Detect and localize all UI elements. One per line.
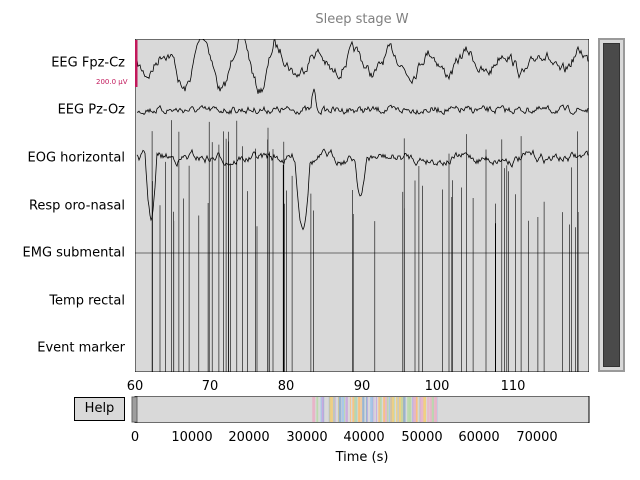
annotation-marker: [361, 397, 363, 422]
annotation-marker: [365, 397, 368, 422]
annotation-marker: [362, 397, 365, 422]
annotation-marker: [352, 397, 355, 422]
annotation-marker: [399, 397, 402, 422]
annotation-marker: [370, 397, 373, 422]
plot-background: [135, 39, 589, 372]
overview-tick-label: 40000: [343, 430, 385, 445]
overview-tick-label: 70000: [516, 430, 558, 445]
annotation-marker: [396, 397, 398, 422]
x-tick-label: 80: [277, 379, 295, 394]
x-tick-label: 60: [126, 379, 144, 394]
annotation-marker: [356, 397, 358, 422]
annotation-marker: [367, 397, 368, 422]
channel-label-emg-submental[interactable]: EMG submental: [22, 245, 125, 261]
annotation-marker: [415, 397, 418, 422]
annotation-marker: [427, 397, 429, 422]
channel-label-eeg-fpz-cz[interactable]: EEG Fpz-Cz: [51, 55, 125, 71]
annotation-marker: [338, 397, 342, 422]
annotation-marker: [342, 397, 345, 422]
plot-title: Sleep stage W: [315, 12, 409, 27]
channel-label-eeg-pz-oz[interactable]: EEG Pz-Oz: [57, 102, 125, 118]
overview-tick-label: 0: [130, 430, 140, 445]
annotation-marker: [413, 397, 416, 422]
annotation-marker: [320, 397, 322, 422]
channel-label-temp-rectal[interactable]: Temp rectal: [49, 293, 125, 309]
annotation-marker: [407, 397, 410, 422]
annotation-marker: [403, 397, 406, 422]
annotation-marker: [390, 397, 392, 422]
annotation-marker: [312, 397, 315, 422]
channel-label-eog-horizontal[interactable]: EOG horizontal: [27, 150, 126, 166]
annotation-marker: [412, 397, 414, 422]
annotation-marker: [378, 397, 381, 422]
overview-tick-label: 30000: [286, 430, 328, 445]
annotation-markers: [312, 397, 438, 422]
x-axis-label: Time (s): [335, 450, 389, 465]
annotation-marker: [431, 397, 434, 422]
annotation-marker: [316, 397, 319, 422]
annotation-marker: [420, 397, 422, 422]
annotation-marker: [345, 397, 348, 422]
annotation-marker: [331, 397, 333, 422]
annotation-marker: [418, 397, 420, 422]
annotation-marker: [384, 397, 387, 422]
annotation-marker: [379, 397, 381, 422]
annotation-marker: [419, 397, 421, 422]
signal-traces: [135, 39, 589, 372]
overview-view-indicator[interactable]: [131, 396, 138, 423]
overview-tick-label: 60000: [458, 430, 500, 445]
annotation-marker: [373, 397, 375, 422]
annotation-marker: [349, 397, 351, 422]
channel-label-event-marker[interactable]: Event marker: [37, 340, 125, 356]
x-tick-label: 110: [500, 379, 526, 394]
annotation-marker: [421, 397, 424, 422]
annotation-marker: [329, 397, 333, 422]
overview-tick-label: 50000: [401, 430, 443, 445]
annotation-marker: [434, 397, 437, 422]
x-tick-label: 90: [353, 379, 371, 394]
overview-bar[interactable]: [131, 396, 590, 423]
annotation-marker: [401, 397, 404, 422]
x-tick-label: 100: [424, 379, 450, 394]
annotation-marker: [386, 397, 389, 422]
signal-trace: [137, 88, 589, 116]
annotation-marker: [388, 397, 392, 422]
annotation-marker: [375, 397, 377, 422]
overview-tick-label: 20000: [228, 430, 270, 445]
x-tick-label: 70: [201, 379, 219, 394]
annotation-marker: [358, 397, 361, 422]
annotation-marker: [391, 397, 395, 422]
channel-label-resp-oro-nasal[interactable]: Resp oro-nasal: [28, 198, 125, 214]
annotation-marker: [321, 397, 323, 422]
annotation-marker: [423, 397, 426, 422]
signal-trace: [136, 39, 589, 94]
overview-tick-label: 10000: [171, 430, 213, 445]
annotation-marker: [429, 397, 432, 422]
annotation-marker: [333, 397, 335, 422]
scale-bar-label: 200.0 µV: [96, 78, 128, 86]
annotation-marker: [397, 397, 399, 422]
channel-scrollbar[interactable]: [598, 38, 625, 372]
annotation-marker: [323, 397, 325, 422]
annotation-marker: [409, 397, 412, 422]
help-button[interactable]: Help: [74, 397, 125, 421]
signal-plot-area[interactable]: [135, 39, 589, 372]
channel-scrollbar-thumb[interactable]: [603, 43, 620, 367]
annotation-marker: [353, 397, 357, 422]
annotation-marker: [383, 397, 386, 422]
